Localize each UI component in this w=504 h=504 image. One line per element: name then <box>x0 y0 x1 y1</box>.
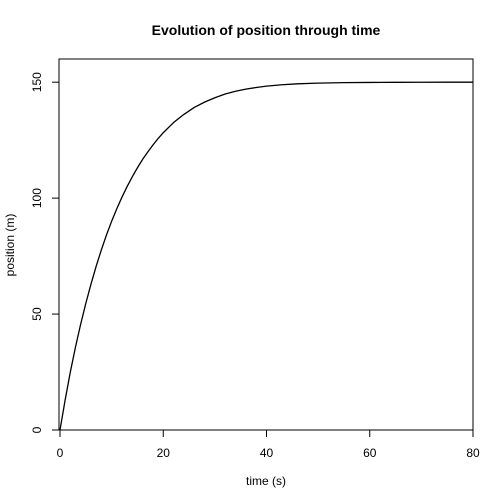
y-tick-label: 150 <box>30 72 44 92</box>
y-axis: 0 50 100 150 <box>30 72 59 433</box>
plot-area-frame <box>58 58 474 431</box>
x-tick-label: 20 <box>157 446 171 460</box>
y-axis-label: position (m) <box>3 214 17 277</box>
series-layer <box>59 81 474 431</box>
x-tick-label: 80 <box>466 446 480 460</box>
y-tick-label: 100 <box>30 188 44 208</box>
x-tick-label: 60 <box>363 446 377 460</box>
x-tick-label: 40 <box>260 446 274 460</box>
x-axis: 0 20 40 60 80 <box>57 430 480 460</box>
chart-title: Evolution of position through time <box>152 22 381 38</box>
x-axis-label: time (s) <box>246 474 286 488</box>
series-line-position <box>59 81 474 431</box>
x-tick-label: 0 <box>57 446 64 460</box>
y-tick-label: 50 <box>30 307 44 321</box>
y-tick-label: 0 <box>30 426 44 433</box>
